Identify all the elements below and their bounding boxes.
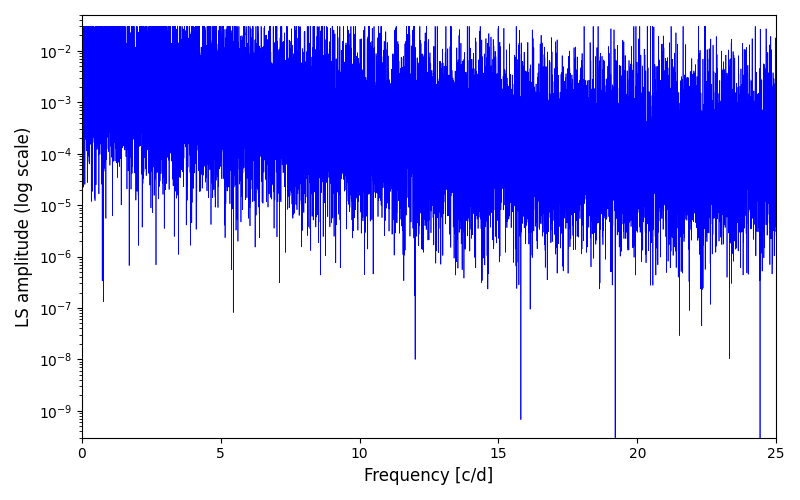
- X-axis label: Frequency [c/d]: Frequency [c/d]: [364, 467, 494, 485]
- Y-axis label: LS amplitude (log scale): LS amplitude (log scale): [15, 126, 33, 326]
